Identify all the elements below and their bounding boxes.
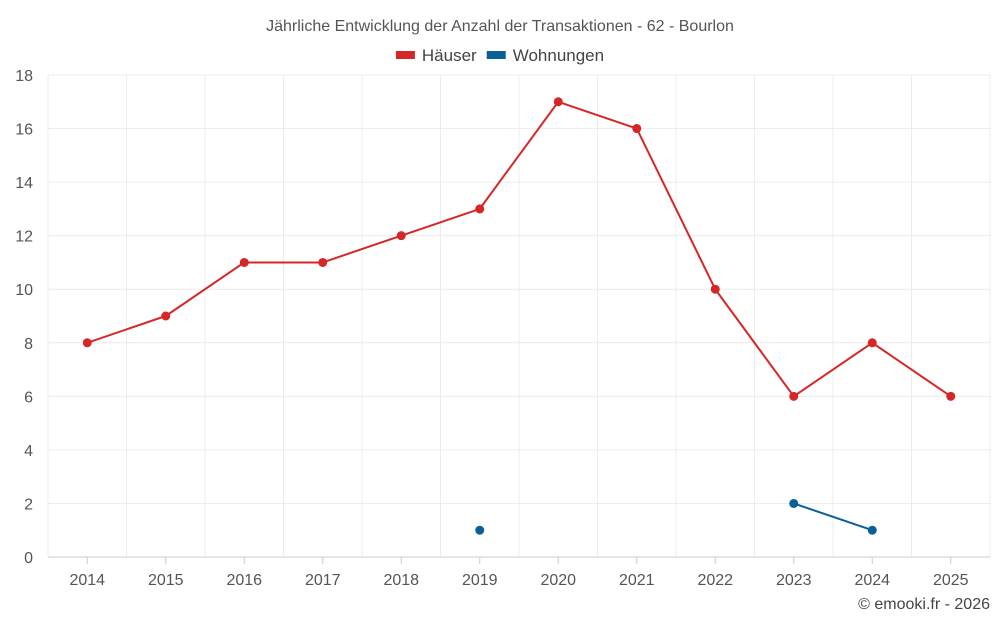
y-axis: 0 2 4 6 8 10 12 14 16 18 bbox=[15, 68, 33, 567]
data-point bbox=[475, 525, 485, 535]
data-point bbox=[161, 311, 171, 321]
series-1 bbox=[475, 498, 877, 535]
x-tick-label: 2024 bbox=[854, 572, 890, 589]
series-layer bbox=[82, 97, 956, 535]
credit-text: © emooki.fr - 2026 bbox=[858, 596, 990, 613]
data-point bbox=[789, 498, 799, 508]
y-tick-label: 8 bbox=[24, 336, 33, 353]
x-tick-label: 2018 bbox=[383, 572, 419, 589]
y-tick-label: 16 bbox=[15, 122, 33, 139]
x-tick-label: 2017 bbox=[305, 572, 341, 589]
data-point bbox=[318, 257, 328, 267]
x-tick-label: 2020 bbox=[540, 572, 576, 589]
y-tick-label: 14 bbox=[15, 175, 33, 192]
grid bbox=[47, 74, 991, 558]
legend-item[interactable]: Häuser bbox=[395, 46, 477, 65]
y-tick-label: 18 bbox=[15, 68, 33, 85]
data-point bbox=[632, 124, 642, 134]
y-tick-label: 10 bbox=[15, 282, 33, 299]
legend-swatch bbox=[395, 51, 415, 59]
legend: Häuser Wohnungen bbox=[395, 46, 604, 65]
series-0 bbox=[82, 97, 956, 401]
data-point bbox=[553, 97, 563, 107]
x-tick-label: 2016 bbox=[226, 572, 262, 589]
y-tick-label: 4 bbox=[24, 443, 33, 460]
series-line bbox=[793, 502, 873, 532]
x-tick-label: 2025 bbox=[933, 572, 969, 589]
chart-title: Jährliche Entwicklung der Anzahl der Tra… bbox=[266, 18, 734, 35]
legend-label: Häuser bbox=[422, 46, 477, 65]
data-point bbox=[867, 525, 877, 535]
data-point bbox=[396, 231, 406, 241]
data-point bbox=[239, 257, 249, 267]
y-tick-label: 6 bbox=[24, 389, 33, 406]
y-tick-label: 0 bbox=[24, 550, 33, 567]
y-tick-label: 2 bbox=[24, 496, 33, 513]
data-point bbox=[82, 338, 92, 348]
data-point bbox=[946, 391, 956, 401]
x-tick-label: 2022 bbox=[697, 572, 733, 589]
data-point bbox=[475, 204, 485, 214]
legend-label: Wohnungen bbox=[513, 46, 604, 65]
x-tick-label: 2015 bbox=[148, 572, 184, 589]
x-axis: 2014 2015 2016 2017 2018 2019 2020 2021 2022 2023… bbox=[69, 557, 969, 589]
legend-item[interactable]: Wohnungen bbox=[486, 46, 604, 65]
x-tick-label: 2021 bbox=[619, 572, 655, 589]
y-tick-label: 12 bbox=[15, 229, 33, 246]
x-tick-label: 2019 bbox=[462, 572, 498, 589]
data-point bbox=[867, 338, 877, 348]
x-tick-label: 2014 bbox=[69, 572, 105, 589]
data-point bbox=[789, 391, 799, 401]
legend-swatch bbox=[486, 51, 506, 59]
series-line bbox=[86, 100, 952, 398]
x-tick-label: 2023 bbox=[776, 572, 812, 589]
data-point bbox=[710, 284, 720, 294]
